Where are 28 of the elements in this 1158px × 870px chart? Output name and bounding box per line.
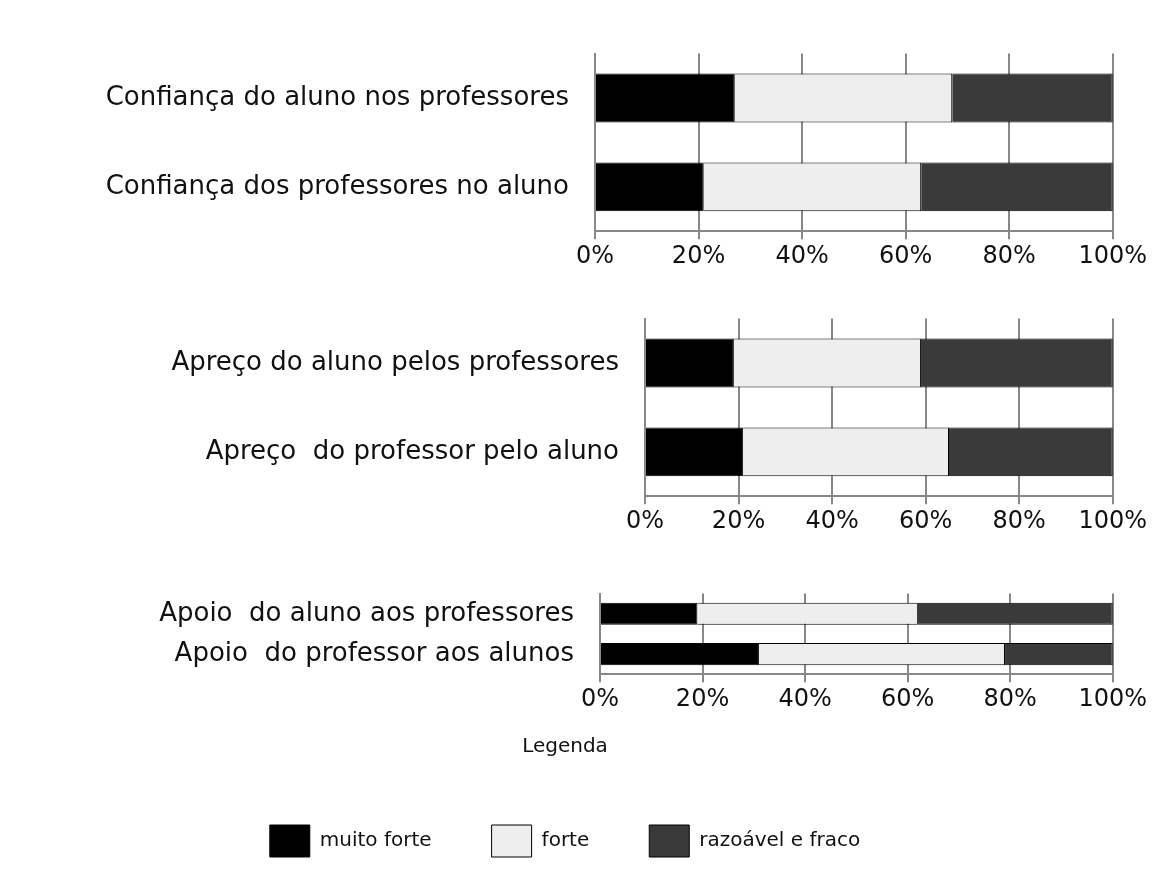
y-tick-label: Confiança dos professores no aluno: [105, 169, 569, 200]
x-tick-label: 80%: [992, 505, 1046, 534]
legend-label: forte: [541, 827, 590, 852]
x-tick-label: 0%: [575, 240, 615, 269]
x-tick-label: 60%: [898, 505, 953, 534]
x-tick-label: 60%: [880, 683, 935, 712]
legend-title: Legenda: [522, 733, 608, 758]
x-tick-label: 40%: [805, 505, 859, 534]
x-tick-label: 0%: [625, 505, 665, 534]
y-tick-label: Confiança do aluno nos professores: [105, 80, 569, 111]
x-tick-label: 0%: [580, 683, 620, 712]
y-tick-label: Apoio do aluno aos professores: [159, 596, 574, 627]
x-tick-label: 80%: [982, 240, 1036, 269]
x-tick-label: 20%: [675, 683, 730, 712]
y-tick-label: Apreço do professor pelo aluno: [205, 434, 619, 465]
x-tick-label: 100%: [1078, 683, 1148, 712]
x-tick-label: 60%: [878, 240, 933, 269]
x-tick-label: 100%: [1078, 505, 1148, 534]
legend-label: muito forte: [319, 827, 432, 852]
x-tick-label: 100%: [1078, 240, 1148, 269]
y-tick-label: Apreço do aluno pelos professores: [171, 345, 619, 376]
y-tick-label: Apoio do professor aos alunos: [174, 636, 574, 667]
x-tick-label: 20%: [671, 240, 726, 269]
x-tick-label: 40%: [778, 683, 832, 712]
x-tick-label: 20%: [711, 505, 766, 534]
x-tick-label: 80%: [983, 683, 1037, 712]
x-tick-label: 40%: [775, 240, 829, 269]
legend-label: razoável e fraco: [699, 827, 861, 852]
